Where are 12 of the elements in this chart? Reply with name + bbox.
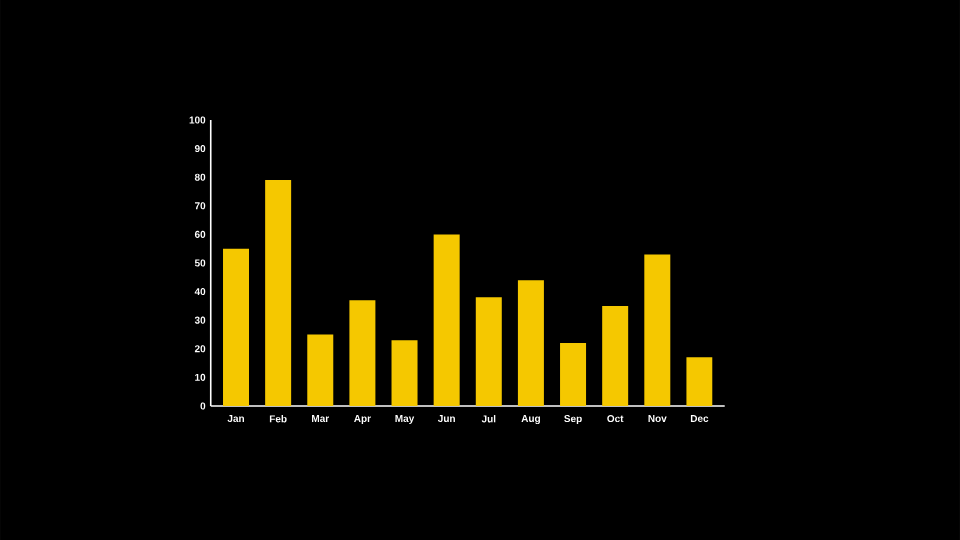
bar xyxy=(602,305,629,406)
bar xyxy=(644,254,671,406)
bar xyxy=(475,297,502,406)
bar xyxy=(560,343,587,406)
bar xyxy=(265,180,292,406)
bar xyxy=(223,248,250,406)
bar xyxy=(686,357,713,406)
bar xyxy=(349,300,376,406)
bar xyxy=(433,234,460,406)
bar xyxy=(517,280,544,406)
bar xyxy=(391,340,418,406)
bar xyxy=(307,334,334,406)
